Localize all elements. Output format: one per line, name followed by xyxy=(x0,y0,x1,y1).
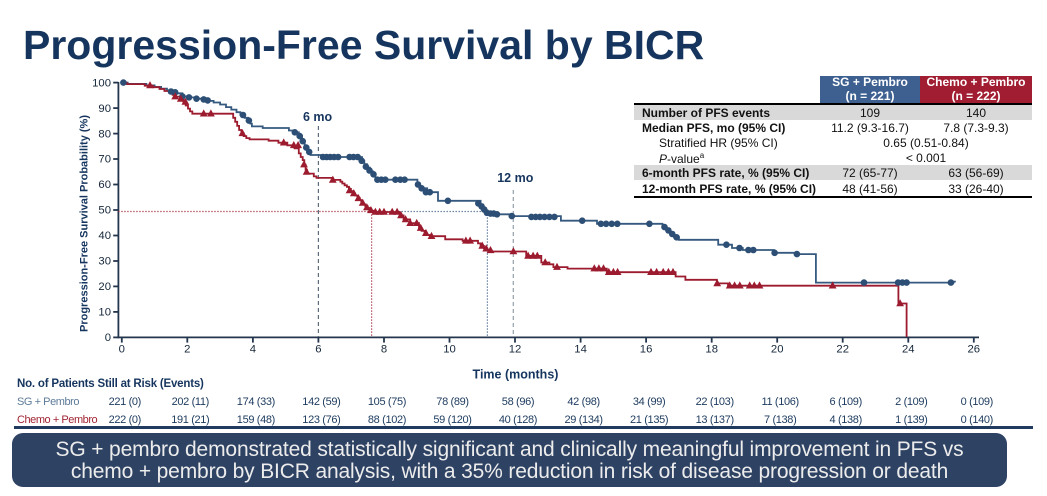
svg-text:2: 2 xyxy=(184,344,190,356)
svg-text:22: 22 xyxy=(836,344,849,356)
svg-text:10: 10 xyxy=(443,344,456,356)
svg-text:18: 18 xyxy=(705,344,718,356)
svg-text:6 mo: 6 mo xyxy=(303,110,333,124)
svg-text:16: 16 xyxy=(640,344,653,356)
svg-text:12 mo: 12 mo xyxy=(497,171,533,185)
svg-text:100: 100 xyxy=(92,77,111,89)
svg-text:30: 30 xyxy=(98,256,111,268)
svg-text:70: 70 xyxy=(98,154,111,166)
svg-text:14: 14 xyxy=(574,344,587,356)
svg-text:80: 80 xyxy=(98,128,111,140)
svg-text:26: 26 xyxy=(968,344,981,356)
svg-text:Time (months): Time (months) xyxy=(473,368,559,382)
svg-text:40: 40 xyxy=(98,230,111,242)
svg-text:90: 90 xyxy=(98,103,111,115)
svg-text:20: 20 xyxy=(98,281,111,293)
svg-text:60: 60 xyxy=(98,179,111,191)
svg-text:6: 6 xyxy=(315,344,321,356)
svg-text:20: 20 xyxy=(771,344,784,356)
svg-text:10: 10 xyxy=(98,307,111,319)
svg-text:Progression-Free Survival Prob: Progression-Free Survival Probability (%… xyxy=(79,115,91,332)
svg-text:12: 12 xyxy=(509,344,522,356)
svg-text:8: 8 xyxy=(381,344,387,356)
svg-text:50: 50 xyxy=(98,205,111,217)
svg-text:0: 0 xyxy=(119,344,125,356)
svg-text:0: 0 xyxy=(105,332,111,344)
svg-text:24: 24 xyxy=(902,344,915,356)
svg-text:4: 4 xyxy=(250,344,256,356)
